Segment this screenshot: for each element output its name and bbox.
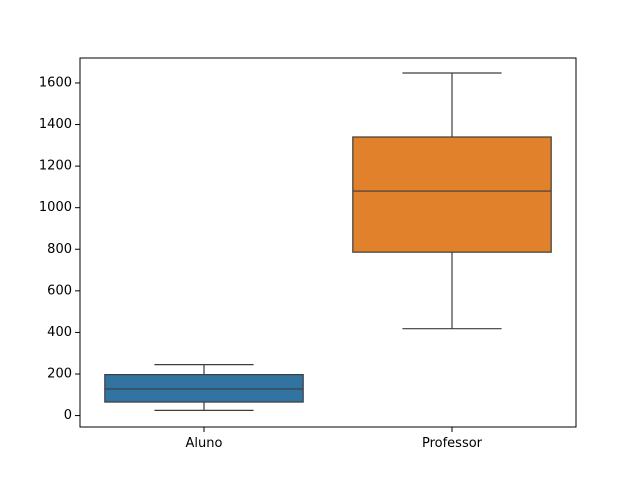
y-axis: 0 200 400 600 800 1000 1200 1400 1600 (39, 75, 80, 423)
y-tick-label: 200 (47, 366, 72, 381)
y-tick-label: 1000 (39, 200, 72, 215)
y-tick-label: 800 (47, 242, 72, 257)
y-tick-label: 1600 (39, 75, 72, 90)
y-tick-label: 1400 (39, 117, 72, 132)
x-axis: Aluno Professor (186, 427, 483, 451)
x-tick-label: Aluno (186, 436, 223, 451)
x-tick-label: Professor (422, 436, 483, 451)
y-tick-label: 1200 (39, 159, 72, 174)
iqr-box (353, 137, 551, 252)
y-tick-label: 600 (47, 283, 72, 298)
iqr-box (105, 375, 303, 402)
y-tick-label: 400 (47, 325, 72, 340)
y-tick-label: 0 (64, 408, 72, 423)
